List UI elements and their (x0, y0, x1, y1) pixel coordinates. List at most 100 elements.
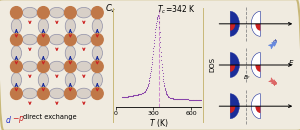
Point (134, 94, 139, 96)
Point (180, 98, 185, 100)
Point (129, 95, 134, 97)
Point (192, 99, 197, 101)
Point (139, 93, 144, 95)
Point (175, 98, 179, 100)
Point (188, 99, 193, 101)
Point (179, 98, 184, 100)
Point (199, 99, 203, 101)
Point (158, 36, 162, 38)
Point (153, 26, 158, 28)
Point (151, 50, 155, 52)
Point (188, 99, 192, 101)
Wedge shape (255, 24, 260, 31)
Point (178, 98, 182, 100)
Point (127, 95, 131, 97)
Point (177, 98, 182, 100)
Point (185, 98, 190, 100)
Point (134, 94, 139, 96)
Point (125, 96, 130, 98)
Circle shape (11, 60, 22, 73)
Point (126, 95, 130, 98)
Point (169, 97, 173, 99)
Point (166, 95, 170, 97)
Point (122, 96, 127, 98)
Point (164, 93, 169, 95)
Point (180, 98, 185, 100)
Wedge shape (230, 106, 235, 113)
Point (158, 46, 163, 48)
Ellipse shape (76, 88, 91, 99)
Point (169, 97, 174, 99)
Point (197, 99, 202, 101)
Point (140, 92, 145, 94)
Point (192, 99, 197, 101)
Wedge shape (251, 94, 260, 119)
Point (182, 98, 187, 100)
Point (161, 80, 166, 82)
Point (181, 98, 185, 100)
Point (174, 98, 179, 100)
Ellipse shape (22, 34, 37, 45)
Point (172, 98, 177, 100)
Point (170, 97, 175, 99)
Point (137, 93, 142, 95)
Point (160, 66, 164, 68)
Wedge shape (230, 94, 239, 119)
Point (119, 96, 124, 98)
Point (171, 98, 176, 100)
Point (181, 98, 186, 100)
Point (132, 94, 137, 96)
Point (163, 88, 167, 90)
Point (193, 99, 198, 101)
Wedge shape (251, 53, 260, 77)
Point (139, 93, 143, 95)
Point (135, 94, 140, 96)
Point (141, 92, 146, 94)
Point (159, 59, 164, 61)
Wedge shape (255, 65, 260, 72)
Point (122, 96, 127, 98)
Point (168, 97, 172, 99)
Point (123, 96, 128, 98)
Ellipse shape (65, 73, 76, 87)
Text: $\mathit{-p}$: $\mathit{-p}$ (12, 114, 25, 125)
Point (141, 91, 146, 93)
Point (131, 94, 136, 96)
Point (190, 99, 194, 101)
Circle shape (92, 87, 103, 99)
Point (156, 17, 161, 19)
Point (191, 99, 196, 101)
Point (146, 84, 150, 86)
Point (149, 66, 154, 68)
Point (135, 93, 140, 96)
Point (141, 92, 146, 94)
Point (139, 92, 144, 95)
Point (162, 84, 167, 86)
Point (142, 91, 146, 93)
Circle shape (38, 7, 49, 19)
Point (164, 91, 168, 93)
Point (189, 99, 194, 101)
Point (154, 22, 159, 24)
Wedge shape (230, 53, 239, 77)
Point (160, 72, 165, 74)
Ellipse shape (38, 19, 49, 34)
Point (167, 96, 172, 99)
Point (122, 96, 127, 98)
Point (176, 98, 181, 100)
Point (155, 15, 160, 17)
Point (167, 96, 172, 98)
Point (138, 93, 143, 95)
Point (130, 95, 135, 97)
Circle shape (64, 60, 76, 73)
Point (197, 99, 202, 101)
Point (129, 95, 134, 97)
Point (169, 97, 174, 99)
Text: DOS: DOS (209, 57, 215, 73)
Point (128, 95, 133, 97)
Point (144, 88, 148, 90)
Point (193, 99, 197, 101)
Point (135, 94, 140, 96)
Point (137, 93, 142, 95)
Point (165, 95, 170, 97)
